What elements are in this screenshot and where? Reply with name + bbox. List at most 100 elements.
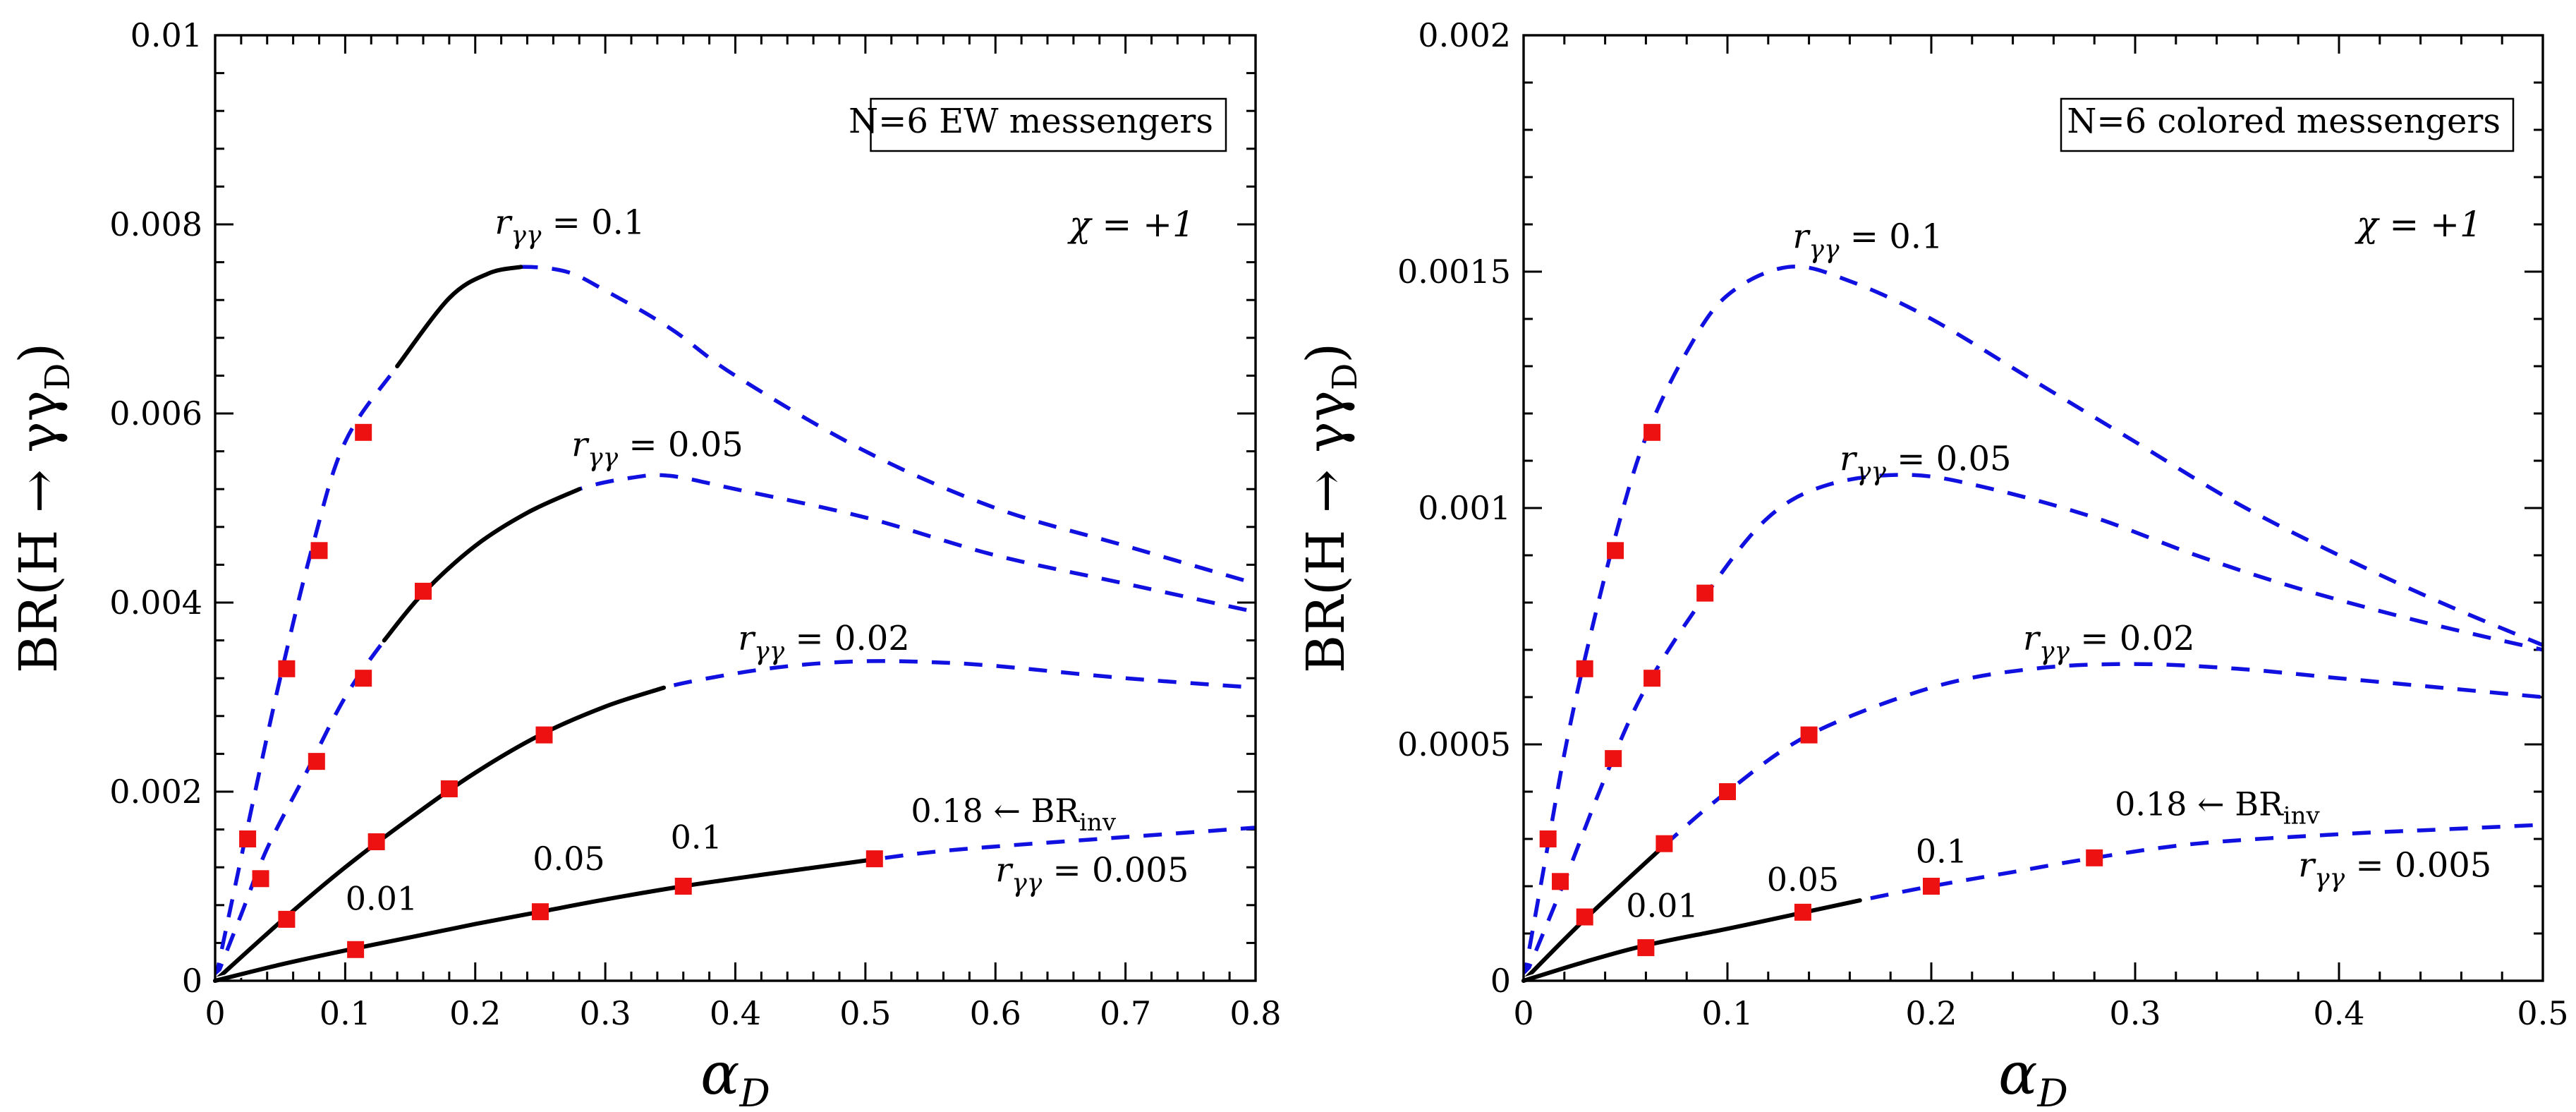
marker-value-label: 0.01 <box>346 880 418 918</box>
data-point-marker <box>1794 903 1811 921</box>
data-point-marker <box>252 870 269 888</box>
data-point-marker <box>440 780 458 797</box>
plot-frame <box>1522 34 2544 982</box>
y-tick-label: 0.0015 <box>1397 253 1511 291</box>
x-tick-label: 0.1 <box>1701 994 1753 1032</box>
data-point-marker <box>1696 584 1714 602</box>
series-line-solid <box>213 857 881 983</box>
x-tick-label: 0.4 <box>2313 994 2364 1032</box>
data-point-marker <box>1719 783 1736 800</box>
x-tick-label: 0.3 <box>2109 994 2161 1032</box>
data-point-marker <box>367 833 385 851</box>
data-point-marker <box>1644 423 1661 441</box>
x-axis-title: αD <box>1998 1041 2068 1112</box>
x-tick-label: 0 <box>205 994 225 1032</box>
y-tick-label: 0 <box>1490 962 1511 1000</box>
series-line-dashed <box>1522 662 2544 982</box>
x-tick-label: 0.1 <box>320 994 371 1032</box>
x-tick-label: 0.2 <box>1905 994 1957 1032</box>
chi-annotation: χ = +1 <box>2355 204 2482 245</box>
marker-value-label: 0.18 ← BRinv <box>2115 785 2320 830</box>
series-line-mask <box>212 684 665 984</box>
chart-panel-left: 0 0.1 0.2 0.3 0.4 0.5 0.6 0.7 0.8 0 0.002 0.004 0.00… <box>8 16 1282 1112</box>
data-point-marker <box>308 753 325 770</box>
data-point-marker <box>1576 660 1593 677</box>
x-tick-label: 0.6 <box>970 994 1021 1032</box>
data-point-marker <box>278 660 296 677</box>
data-point-marker <box>415 582 432 600</box>
x-tick-label: 0.5 <box>839 994 891 1032</box>
marker-value-label: 0.05 <box>533 840 604 878</box>
series-label: rγγ = 0.1 <box>494 203 645 250</box>
series-label: rγγ = 0.05 <box>571 425 743 472</box>
x-tick-label: 0.4 <box>710 994 761 1032</box>
series-label: rγγ = 0.005 <box>2298 846 2491 893</box>
data-point-marker <box>1644 670 1661 687</box>
data-point-marker <box>1607 542 1624 560</box>
data-point-marker <box>2086 849 2103 866</box>
plot-frame <box>214 34 1257 982</box>
data-point-marker <box>1605 750 1622 768</box>
series-line-mask <box>381 485 581 643</box>
data-point-marker <box>1576 908 1593 926</box>
chi-annotation: χ = +1 <box>1067 204 1195 245</box>
data-point-marker <box>1552 873 1569 890</box>
y-tick-label: 0 <box>182 962 202 1000</box>
x-tick-label: 0.8 <box>1229 994 1281 1032</box>
y-tick-label: 0.001 <box>1418 489 1511 527</box>
y-tick-label: 0.002 <box>1418 16 1511 54</box>
marker-value-label: 0.1 <box>671 818 722 856</box>
series-label: rγγ = 0.05 <box>1840 439 2012 486</box>
data-point-marker <box>1637 939 1655 957</box>
series-line-dashed <box>214 826 1256 983</box>
series-label: rγγ = 0.005 <box>995 850 1189 898</box>
data-point-marker <box>355 670 372 687</box>
x-axis-title: αD <box>700 1041 770 1112</box>
data-point-marker <box>1923 878 1940 895</box>
data-point-marker <box>674 878 692 895</box>
series-line-dashed <box>1521 473 2544 982</box>
data-point-marker <box>1539 830 1557 847</box>
y-tick-label: 0.01 <box>130 16 202 54</box>
marker-value-label: 0.01 <box>1626 887 1698 925</box>
series-label: rγγ = 0.02 <box>2023 619 2195 666</box>
chart-panel-right: 0 0.1 0.2 0.3 0.4 0.5 0 0.0005 0.001 0.0015 0.002 r… <box>1296 16 2569 1112</box>
series-line-mask <box>394 263 522 369</box>
data-point-marker <box>531 903 549 921</box>
series-line-solid <box>395 265 523 368</box>
y-tick-label: 0.006 <box>109 394 202 433</box>
x-tick-label: 0 <box>1513 994 1533 1032</box>
legend-label: N=6 colored messengers <box>2067 102 2501 141</box>
data-point-marker <box>865 850 883 868</box>
data-point-marker <box>278 910 296 928</box>
data-point-marker <box>355 423 372 441</box>
data-point-marker <box>310 542 328 560</box>
data-point-marker <box>535 726 553 744</box>
x-tick-label: 0.3 <box>580 994 631 1032</box>
marker-value-label: 0.1 <box>1916 833 1967 871</box>
series-line-solid <box>382 487 582 643</box>
y-axis-title: BR(H → γγD) <box>8 343 78 673</box>
marker-value-label: 0.05 <box>1767 861 1839 899</box>
y-tick-label: 0.0005 <box>1397 725 1511 763</box>
y-tick-label: 0.008 <box>109 205 202 243</box>
data-point-marker <box>1800 726 1818 744</box>
series-label: rγγ = 0.02 <box>738 619 910 666</box>
series-line-dashed <box>214 659 1256 983</box>
data-point-marker <box>347 941 365 958</box>
legend-label: N=6 EW messengers <box>849 102 1213 141</box>
data-point-marker <box>1655 835 1673 852</box>
series-line-solid <box>213 685 667 983</box>
x-tick-label: 0.5 <box>2517 994 2568 1032</box>
x-tick-label: 0.2 <box>449 994 501 1032</box>
y-tick-label: 0.004 <box>109 584 202 622</box>
legend-box <box>870 97 1227 152</box>
y-tick-label: 0.002 <box>109 773 202 811</box>
marker-value-label: 0.18 ← BRinv <box>911 792 1116 837</box>
series-line-dashed <box>1521 264 2544 981</box>
legend-box <box>2060 97 2515 152</box>
x-tick-label: 0.7 <box>1100 994 1151 1032</box>
y-axis-title: BR(H → γγD) <box>1296 343 1365 673</box>
series-label: rγγ = 0.1 <box>1792 217 1943 265</box>
